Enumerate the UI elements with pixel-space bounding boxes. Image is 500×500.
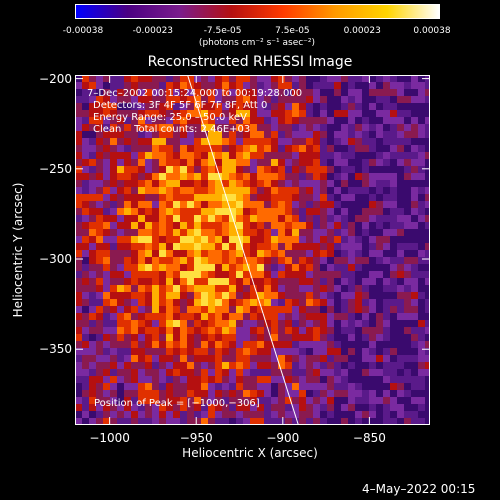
info-line-counts: Clean Total counts: 2.46E+03 <box>93 124 251 135</box>
x-tick-label: −1000 <box>89 431 130 445</box>
colorbar-tick-label: -0.00038 <box>62 26 104 36</box>
x-tick-label: −900 <box>266 431 300 445</box>
chart-title: Reconstructed RHESSI Image <box>147 54 353 70</box>
colorbar-unit-label: (photons cm⁻² s⁻¹ asec⁻²) <box>198 38 316 48</box>
x-tick-label: −950 <box>179 431 213 445</box>
footer-timestamp: 4–May–2022 00:15 <box>362 482 476 496</box>
axis-tick-marks <box>75 75 430 425</box>
heatmap-cells <box>75 75 430 425</box>
x-axis-label: Heliocentric X (arcsec) <box>182 446 318 460</box>
y-tick-label: −300 <box>39 252 72 267</box>
info-line-detectors: Detectors: 3F 4F 5F 6F 7F 8F, Att 0 <box>93 100 268 111</box>
plot-frame <box>75 75 430 425</box>
peak-position-label: Position of Peak = [−1000,−306] <box>94 398 260 409</box>
colorbar-tick-label: 0.00023 <box>343 26 381 36</box>
info-line-energy: Energy Range: 25.0 – 50.0 keV <box>93 112 247 123</box>
colorbar-tick-label: 7.5e-05 <box>275 26 310 36</box>
y-axis-label: Heliocentric Y (arcsec) <box>11 182 25 318</box>
heatmap-plot <box>75 75 430 425</box>
y-tick-label: −250 <box>39 161 72 176</box>
colorbar <box>75 4 440 19</box>
y-tick-label: −200 <box>39 71 72 86</box>
info-line-time: 7–Dec–2002 00:15:24.000 to 00:19:28.000 <box>87 88 303 99</box>
colorbar-tick-label: 0.00038 <box>413 26 451 36</box>
y-tick-label: −350 <box>39 342 72 357</box>
colorbar-tick-label: -7.5e-05 <box>203 26 242 36</box>
x-tick-label: −850 <box>352 431 386 445</box>
colorbar-tick-label: -0.00023 <box>132 26 174 36</box>
solar-limb-line <box>187 75 299 425</box>
